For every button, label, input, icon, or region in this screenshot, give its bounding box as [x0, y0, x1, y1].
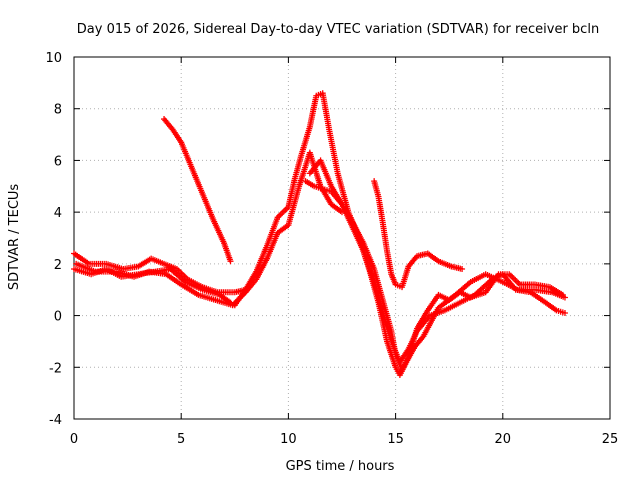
data-series [71, 90, 568, 379]
y-tick-label: 10 [45, 51, 62, 66]
y-tick-label: -4 [49, 413, 62, 428]
x-axis-label: GPS time / hours [286, 459, 395, 474]
x-tick-label: 15 [387, 432, 404, 447]
data-point [559, 291, 566, 298]
y-tick-label: -2 [49, 361, 62, 376]
x-tick-label: 10 [280, 432, 297, 447]
series-trace-7 [306, 157, 568, 366]
series-trace-5 [231, 90, 568, 379]
x-tick-label: 5 [177, 432, 185, 447]
chart-title: Day 015 of 2026, Sidereal Day-to-day VTE… [77, 22, 599, 37]
data-point [561, 309, 568, 316]
x-tick-label: 25 [602, 432, 619, 447]
tick-labels: 0 5 10 15 20 25 -4 -2 0 2 4 6 8 10 [45, 51, 618, 447]
data-point [459, 266, 466, 273]
x-tick-label: 20 [495, 432, 512, 447]
x-tick-label: 0 [70, 432, 78, 447]
series-trace-3 [73, 149, 345, 309]
y-tick-label: 6 [54, 154, 62, 169]
y-tick-label: 4 [54, 206, 62, 221]
y-tick-label: 2 [54, 258, 62, 273]
axes [73, 56, 611, 420]
series-trace-2 [71, 250, 249, 296]
series-trace-8 [371, 178, 466, 291]
data-point [227, 258, 234, 265]
grid [74, 57, 610, 419]
series-trace-4 [161, 116, 234, 265]
y-tick-label: 8 [54, 103, 62, 118]
plot-border [73, 56, 611, 420]
y-axis-label: SDTVAR / TECUs [7, 184, 22, 291]
y-tick-label: 0 [54, 310, 62, 325]
